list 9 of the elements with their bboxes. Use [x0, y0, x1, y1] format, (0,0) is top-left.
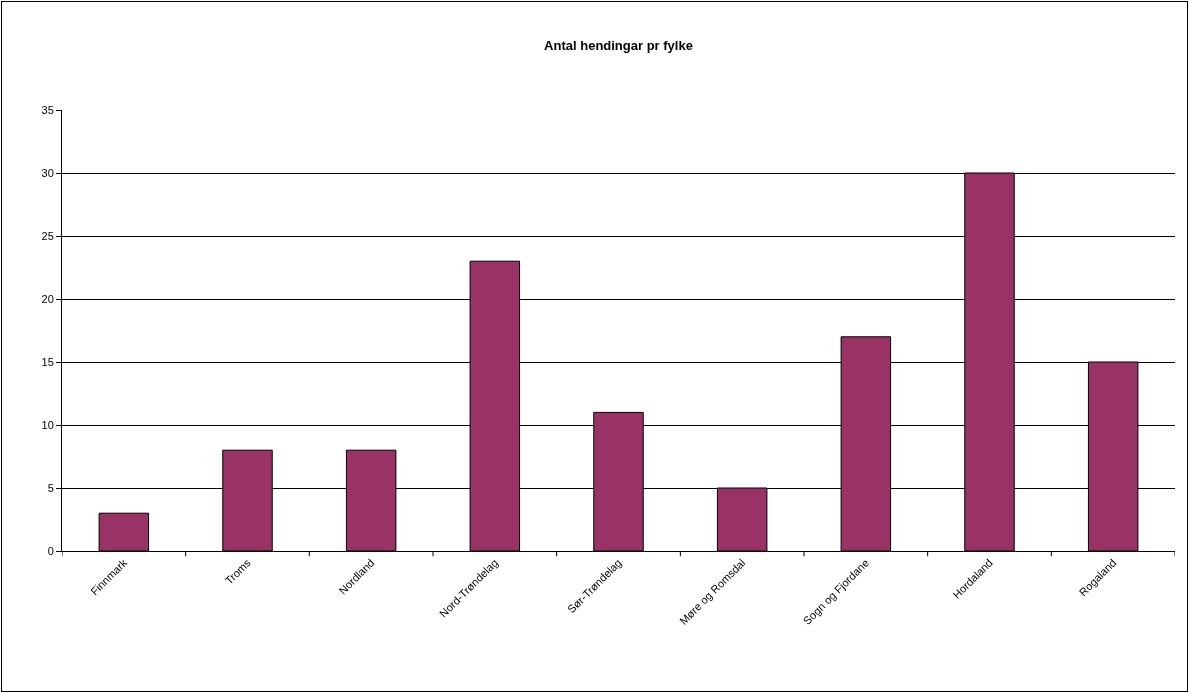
y-tick-label: 15	[41, 355, 54, 368]
y-tick-label: 35	[41, 103, 54, 116]
y-tick-label: 20	[41, 292, 54, 305]
y-tick-label: 10	[41, 418, 54, 431]
y-tick-label: 5	[47, 481, 54, 494]
y-tick-label: 0	[47, 544, 54, 557]
y-tick-label: 30	[41, 166, 54, 179]
chart-title: Antal hendingar pr fylke	[544, 37, 693, 53]
y-tick-label: 25	[41, 229, 54, 242]
